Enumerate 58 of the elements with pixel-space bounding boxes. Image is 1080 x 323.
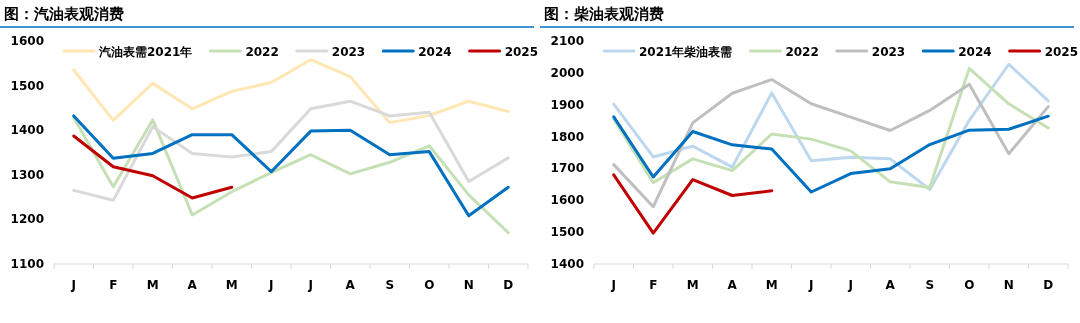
legend-label: 2022 bbox=[785, 44, 819, 59]
x-tick-label: F bbox=[649, 278, 658, 292]
x-tick-label: J bbox=[307, 278, 313, 292]
x-tick-label: M bbox=[146, 278, 159, 292]
chart-title: 图：汽油表观消费 bbox=[4, 5, 124, 23]
legend-label: 2025 bbox=[504, 44, 539, 59]
x-tick-label: J bbox=[808, 278, 814, 292]
x-tick-label: A bbox=[187, 278, 198, 292]
y-tick-label: 1500 bbox=[10, 78, 44, 93]
x-tick-label: M bbox=[225, 278, 238, 292]
y-tick-label: 1400 bbox=[10, 123, 44, 138]
line-series bbox=[612, 173, 774, 235]
y-tick-label: 2100 bbox=[550, 34, 584, 48]
y-tick-label: 1700 bbox=[550, 161, 584, 176]
y-tick-label: 1600 bbox=[10, 34, 44, 48]
x-tick-label: S bbox=[925, 278, 935, 292]
line-series bbox=[72, 114, 510, 218]
x-tick-label: D bbox=[1043, 278, 1054, 292]
x-tick-label: F bbox=[109, 278, 118, 292]
y-tick-label: 1300 bbox=[10, 167, 44, 182]
y-tick-label: 1200 bbox=[10, 212, 44, 227]
line-series bbox=[72, 116, 510, 235]
legend-label: 2023 bbox=[331, 44, 366, 59]
x-tick-label: N bbox=[1003, 278, 1014, 292]
x-tick-label: D bbox=[503, 278, 514, 292]
y-tick-label: 1500 bbox=[550, 225, 584, 240]
x-tick-label: J bbox=[847, 278, 853, 292]
legend-label: 2022 bbox=[245, 44, 279, 59]
x-tick-label: J bbox=[70, 278, 76, 292]
y-tick-label: 1400 bbox=[550, 257, 584, 271]
x-tick-label: J bbox=[610, 278, 616, 292]
legend-label: 2024 bbox=[958, 44, 992, 59]
legend-label: 2025 bbox=[1044, 44, 1079, 59]
chart-title: 图：柴油表观消费 bbox=[544, 5, 664, 23]
x-tick-label: M bbox=[686, 278, 699, 292]
y-tick-label: 1800 bbox=[550, 129, 584, 144]
x-tick-label: O bbox=[424, 278, 435, 292]
line-series bbox=[72, 134, 234, 200]
x-tick-label: N bbox=[463, 278, 474, 292]
line-series bbox=[612, 78, 1050, 209]
x-tick-label: S bbox=[385, 278, 395, 292]
legend-label: 汽油表需2021年 bbox=[98, 44, 193, 59]
x-tick-label: A bbox=[727, 278, 738, 292]
y-tick-label: 2000 bbox=[550, 65, 584, 80]
x-tick-label: J bbox=[268, 278, 274, 292]
line-series bbox=[72, 99, 510, 202]
x-tick-label: A bbox=[885, 278, 896, 292]
line-series bbox=[72, 58, 510, 125]
x-tick-label: A bbox=[345, 278, 356, 292]
legend-label: 2021年柴油表需 bbox=[639, 44, 733, 59]
line-series bbox=[612, 114, 1050, 194]
legend-label: 2023 bbox=[871, 44, 906, 59]
legend-label: 2024 bbox=[418, 44, 452, 59]
y-tick-label: 1600 bbox=[550, 193, 584, 208]
y-tick-label: 1900 bbox=[550, 97, 584, 112]
y-tick-label: 1100 bbox=[10, 257, 44, 271]
x-tick-label: O bbox=[964, 278, 975, 292]
x-tick-label: M bbox=[765, 278, 778, 292]
